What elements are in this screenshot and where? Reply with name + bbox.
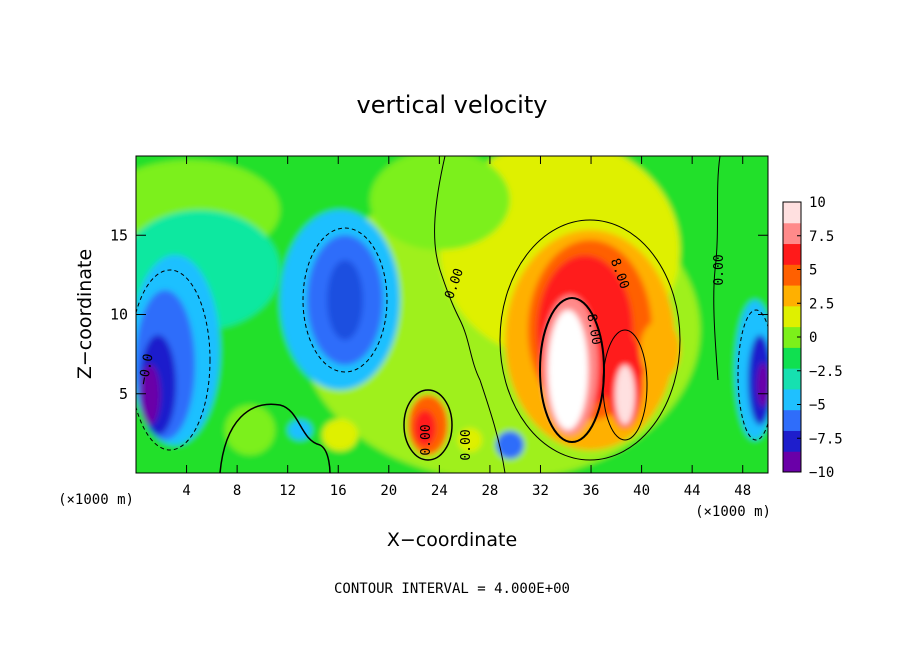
x-unit-left: (×1000 m): [58, 492, 134, 508]
colorbar-tick-label: −5: [809, 398, 826, 414]
contour-label: 0.00: [712, 254, 727, 285]
contour-label: 0.00: [459, 429, 474, 460]
x-tick-label: 8: [233, 483, 241, 499]
colorbar-swatch: [783, 243, 801, 265]
colorbar-tick-label: −2.5: [809, 364, 843, 380]
zero-contour-line: [403, 389, 453, 461]
x-unit-right: (×1000 m): [695, 504, 771, 520]
colorbar-tick-label: −7.5: [809, 431, 843, 447]
negative-contour-line: [737, 309, 768, 441]
colorbar-swatch: [783, 285, 801, 307]
zero-contour-line: [434, 156, 506, 473]
colorbar: 10 7.5 5 2.5 0 −2.5 −5 −7.5 −10: [782, 195, 843, 481]
chart-title: vertical velocity: [357, 91, 548, 119]
colorbar-swatch: [783, 409, 801, 431]
x-tick-label: 24: [431, 483, 448, 499]
contour-label: 0.00: [419, 424, 434, 455]
x-tick-label: 20: [380, 483, 397, 499]
colorbar-swatch: [783, 451, 801, 473]
colorbar-tick-label: 7.5: [809, 229, 834, 245]
y-axis-label: Z−coordinate: [74, 249, 96, 379]
x-tick-label: 32: [532, 483, 549, 499]
colorbar-swatch: [783, 347, 801, 369]
velocity-field: 0.00 0.000.00 0.008.008.00−0.0: [136, 156, 768, 473]
colorbar-tick-label: 0: [809, 330, 817, 346]
negative-contour-line: [302, 227, 388, 373]
colorbar-swatch: [783, 305, 801, 328]
contour-label: 8.00: [583, 313, 603, 346]
y-axis: 5 10 15: [110, 226, 768, 403]
colorbar-swatch: [783, 326, 801, 348]
x-tick-label: 36: [583, 483, 600, 499]
contour-label: −0.0: [136, 353, 156, 386]
x-tick-label: 12: [279, 483, 296, 499]
zero-contour-line: [219, 403, 331, 473]
x-axis-label: X−coordinate: [387, 529, 517, 551]
contour-interval-note: CONTOUR INTERVAL = 4.000E+00: [334, 581, 570, 597]
x-tick-label: 4: [182, 483, 190, 499]
x-tick-label: 16: [330, 483, 347, 499]
zero-contour-line: [713, 156, 721, 381]
colorbar-tick-label: −10: [809, 465, 834, 481]
x-axis: 4 8 12 16 20 24 28 32 36 40 44 48: [182, 156, 751, 499]
colorbar-swatch: [783, 430, 801, 452]
x-tick-label: 44: [684, 483, 701, 499]
x-tick-label: 48: [734, 483, 751, 499]
x-tick-label: 28: [481, 483, 498, 499]
colorbar-tick-label: 2.5: [809, 296, 834, 312]
colorbar-swatch: [783, 202, 801, 224]
negative-contour-line: [136, 269, 211, 451]
colorbar-swatch: [783, 368, 801, 390]
contour-line: [499, 219, 681, 461]
y-tick-label: 10: [110, 306, 128, 324]
colorbar-tick-label: 10: [809, 195, 826, 211]
colorbar-swatch: [783, 222, 801, 245]
y-tick-label: 15: [110, 226, 128, 244]
x-tick-label: 40: [633, 483, 650, 499]
colorbar-swatch: [783, 388, 801, 411]
y-tick-label: 5: [119, 385, 128, 403]
colorbar-tick-label: 5: [809, 263, 817, 279]
contour-line-8: [602, 329, 648, 441]
colorbar-swatch: [783, 264, 801, 286]
